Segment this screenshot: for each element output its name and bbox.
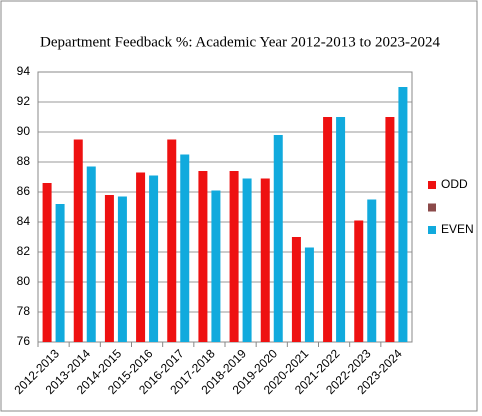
bar bbox=[304, 247, 314, 342]
bar bbox=[398, 87, 408, 342]
legend-label: EVEN bbox=[441, 222, 474, 236]
y-tick-label: 80 bbox=[17, 274, 31, 288]
legend-label: ODD bbox=[441, 177, 468, 191]
y-tick-label: 88 bbox=[17, 154, 31, 168]
bar bbox=[149, 175, 159, 342]
bar bbox=[136, 172, 146, 342]
bar bbox=[42, 183, 52, 342]
bar bbox=[55, 204, 65, 342]
bar bbox=[336, 117, 346, 342]
bar bbox=[367, 199, 377, 342]
bar bbox=[117, 196, 127, 342]
y-tick-label: 82 bbox=[17, 244, 31, 258]
legend-marker bbox=[428, 203, 436, 212]
bar bbox=[260, 178, 270, 342]
bar bbox=[229, 171, 239, 342]
bar bbox=[198, 171, 208, 342]
bar bbox=[354, 220, 364, 342]
bar bbox=[242, 178, 252, 342]
bar bbox=[167, 139, 177, 342]
y-tick-label: 78 bbox=[17, 304, 31, 318]
y-tick-label: 84 bbox=[17, 214, 31, 228]
bar bbox=[273, 135, 283, 342]
y-tick-label: 90 bbox=[17, 124, 31, 138]
bar bbox=[86, 166, 96, 342]
y-tick-label: 76 bbox=[17, 334, 31, 348]
bar bbox=[104, 195, 114, 342]
legend-marker bbox=[428, 181, 436, 189]
legend-marker bbox=[428, 226, 436, 234]
y-tick-label: 92 bbox=[17, 94, 31, 108]
chart-title: Department Feedback %: Academic Year 201… bbox=[40, 34, 440, 50]
y-tick-label: 86 bbox=[17, 184, 31, 198]
bar bbox=[291, 237, 301, 342]
bar bbox=[211, 190, 221, 342]
bar bbox=[323, 117, 333, 342]
bar bbox=[385, 117, 395, 342]
bar bbox=[180, 154, 190, 342]
y-tick-label: 94 bbox=[17, 64, 31, 78]
bar bbox=[73, 139, 83, 342]
